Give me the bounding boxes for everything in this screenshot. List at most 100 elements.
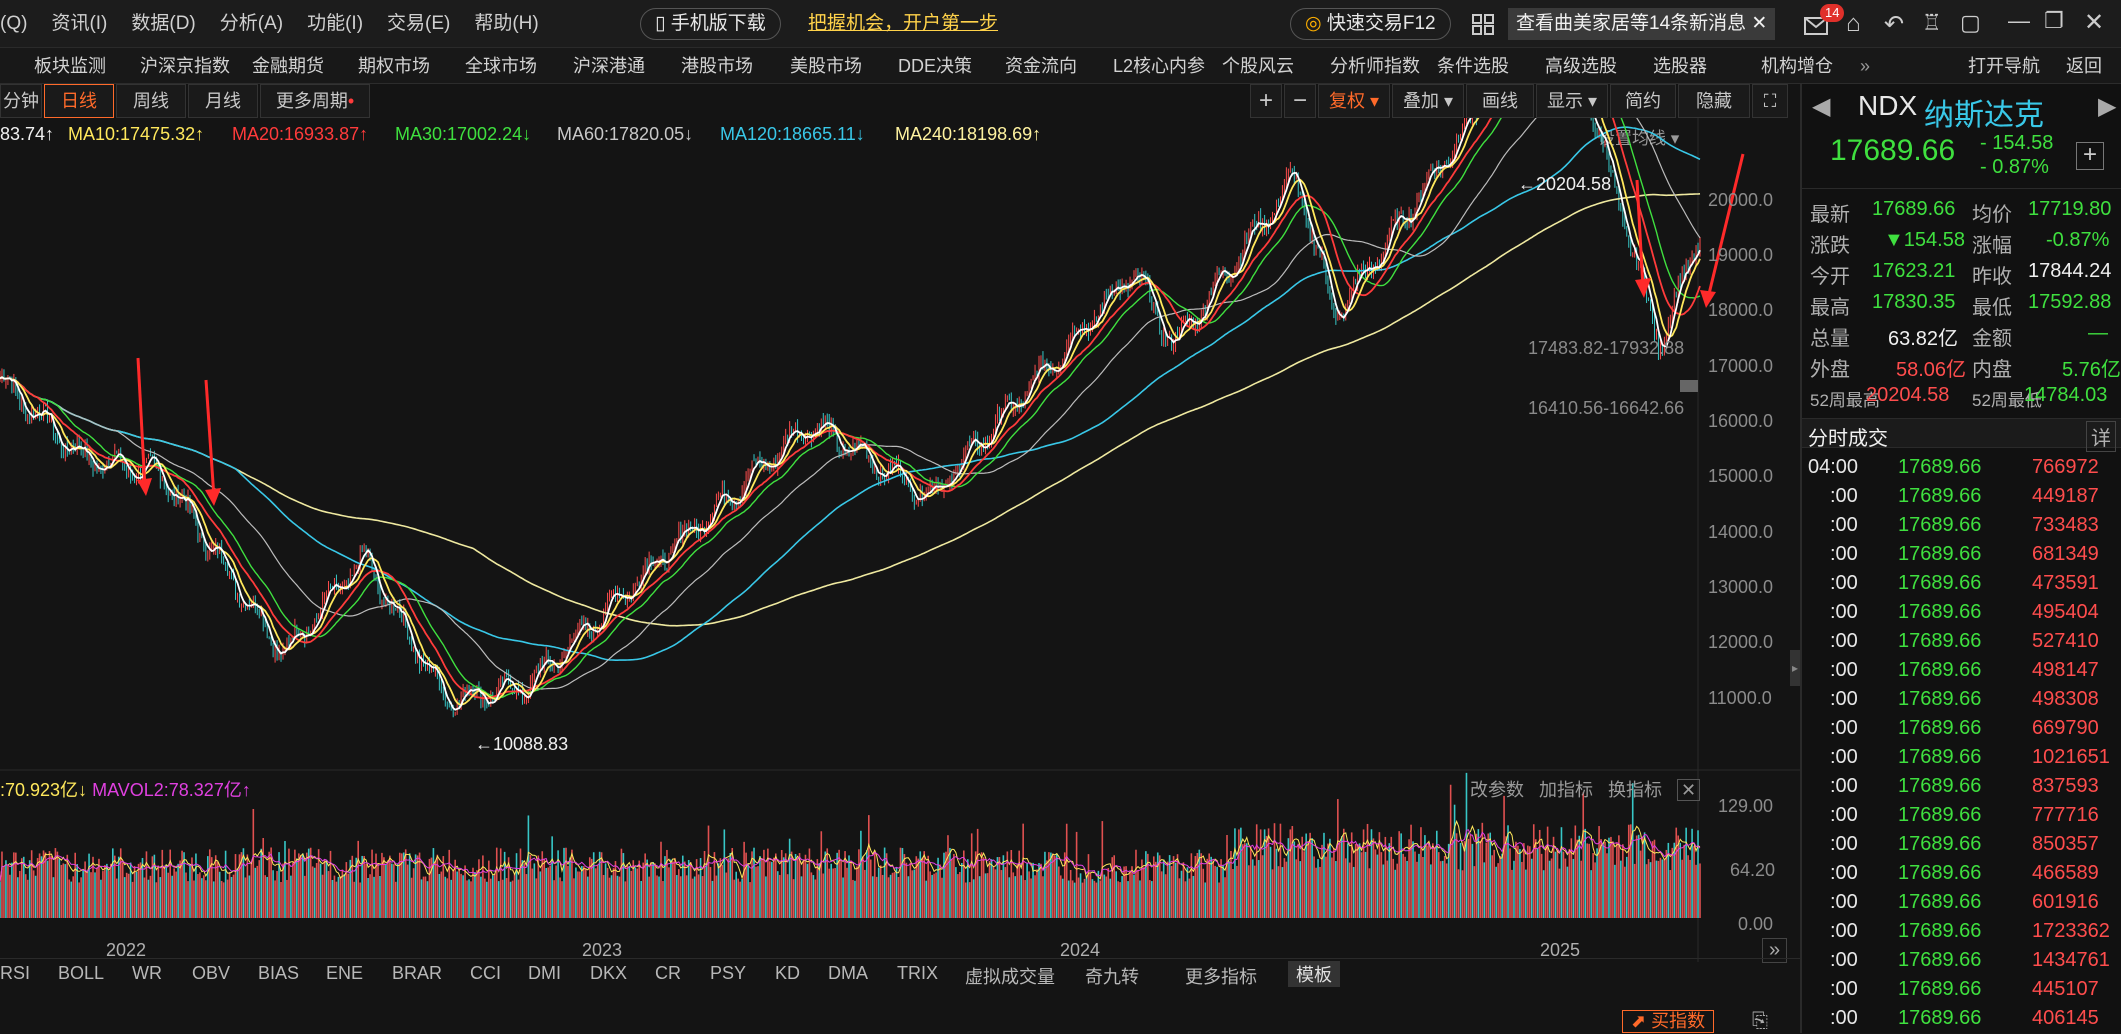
indicator-tab[interactable]: DMA	[828, 963, 868, 983]
news-banner[interactable]: 查看曲美家居等14条新消息 ✕	[1508, 8, 1776, 40]
period-minute[interactable]: 分钟	[0, 84, 42, 118]
quote-label: 52周最低	[1972, 391, 2042, 410]
window-icon[interactable]: ▢	[1960, 10, 1981, 35]
close-icon[interactable]: ✕	[1677, 779, 1701, 801]
adjust-button[interactable]: 复权 ▾	[1318, 84, 1390, 118]
indicator-tab[interactable]: 更多指标	[1185, 967, 1257, 987]
period-more[interactable]: 更多周期•	[260, 84, 370, 118]
main-chart[interactable]	[0, 118, 1800, 962]
zoom-in-icon[interactable]: +	[1250, 84, 1282, 118]
indicator-tab[interactable]: BIAS	[258, 963, 300, 983]
period-weekly[interactable]: 周线	[116, 84, 186, 118]
next-icon[interactable]: ▶	[2098, 93, 2117, 120]
nav-item[interactable]: 资金流向	[1005, 56, 1077, 76]
menu-item[interactable]: 交易(E)	[387, 13, 451, 34]
promo-link[interactable]: 把握机会，开户第一步	[808, 13, 999, 34]
arrow-icon	[137, 478, 152, 496]
buy-index-button[interactable]: ⬈ 买指数	[1622, 1010, 1715, 1033]
nav-item[interactable]: 条件选股	[1437, 56, 1509, 76]
detail-button[interactable]: 详	[2086, 421, 2116, 452]
nav-item[interactable]: 港股市场	[681, 56, 753, 76]
menu-item[interactable]: 功能(I)	[307, 13, 364, 34]
menu-item[interactable]: 分析(A)	[219, 13, 284, 34]
menu-item[interactable]: 帮助(H)	[474, 13, 539, 34]
open-nav-button[interactable]: 打开导航	[1968, 56, 2040, 76]
nav-item[interactable]: 个股风云	[1222, 56, 1294, 76]
tick-row: :00 17689.66 681349	[1802, 541, 2121, 570]
high-value: 20204.58	[1536, 174, 1612, 194]
more-nav-icon[interactable]: »	[1860, 56, 1871, 76]
scroll-right-icon[interactable]: »	[1762, 938, 1788, 963]
draw-button[interactable]: 画线	[1466, 84, 1534, 118]
hide-button[interactable]: 隐藏	[1678, 84, 1750, 118]
switch-indicator-button[interactable]: 换指标	[1608, 780, 1663, 800]
add-watchlist-icon[interactable]: +	[2076, 142, 2104, 170]
quote-value: 20204.58	[1866, 384, 1950, 406]
simple-button[interactable]: 简约	[1610, 84, 1676, 118]
close-icon[interactable]: ✕	[1751, 13, 1768, 34]
edit-params-button[interactable]: 改参数	[1470, 780, 1524, 800]
low-value: 10088.83	[493, 734, 569, 754]
indicator-tab[interactable]: BOLL	[58, 963, 105, 983]
indicator-tab[interactable]: RSI	[0, 963, 31, 983]
template-tab[interactable]: 模板	[1288, 961, 1340, 987]
quick-trade-button[interactable]: ◎ 快速交易F12	[1290, 8, 1451, 40]
indicator-tab[interactable]: DKX	[590, 963, 628, 983]
price-marker	[1680, 380, 1698, 392]
indicator-tab[interactable]: PSY	[710, 963, 747, 983]
mobile-download-button[interactable]: ▯ 手机版下载	[640, 8, 781, 40]
back-icon[interactable]: ↶	[1884, 11, 1905, 38]
shirt-icon[interactable]: ♖	[1922, 10, 1942, 35]
indicator-tab[interactable]: 奇九转	[1085, 967, 1139, 987]
nav-item[interactable]: 金融期货	[252, 56, 324, 76]
fullscreen-icon[interactable]: ⛶	[1752, 84, 1788, 118]
prev-icon[interactable]: ◀	[1812, 93, 1831, 120]
add-indicator-button[interactable]: 加指标	[1539, 780, 1594, 800]
ma-value: MA20:16933.87	[232, 124, 360, 144]
tick-volume: 406145	[2032, 1007, 2099, 1029]
nav-item[interactable]: 选股器	[1653, 56, 1707, 76]
tick-time: :00	[1830, 949, 1858, 971]
collapse-handle[interactable]: ▸	[1790, 650, 1800, 686]
indicator-tab[interactable]: DMI	[528, 963, 561, 983]
menu-item[interactable]: (Q)	[0, 13, 28, 34]
close-window-icon[interactable]: ✕	[2084, 9, 2105, 36]
indicator-tab[interactable]: CR	[655, 963, 681, 983]
nav-item[interactable]: 美股市场	[790, 56, 862, 76]
restore-icon[interactable]: ❐	[2044, 8, 2064, 33]
menu-item[interactable]: 资讯(I)	[51, 13, 108, 34]
nav-item[interactable]: DDE决策	[898, 56, 973, 76]
home-icon[interactable]: ⌂	[1846, 10, 1861, 37]
mail-icon[interactable]	[1802, 8, 1834, 40]
minimize-icon[interactable]: —	[2008, 8, 2030, 33]
indicator-tab[interactable]: ENE	[326, 963, 364, 983]
nav-item[interactable]: 板块监测	[34, 56, 106, 76]
nav-item[interactable]: 高级选股	[1545, 56, 1617, 76]
zoom-out-icon[interactable]: −	[1284, 84, 1316, 118]
overlay-button[interactable]: 叠加 ▾	[1392, 84, 1464, 118]
grid-icon[interactable]	[1468, 10, 1498, 38]
menu-item[interactable]: 数据(D)	[131, 13, 196, 34]
period-daily[interactable]: 日线	[44, 84, 114, 118]
nav-item[interactable]: 全球市场	[465, 56, 537, 76]
indicator-tab[interactable]: WR	[132, 963, 162, 983]
back-button[interactable]: 返回	[2066, 56, 2102, 76]
indicator-tab[interactable]: TRIX	[897, 963, 939, 983]
indicator-tab[interactable]: CCI	[470, 963, 501, 983]
indicator-tab[interactable]: BRAR	[392, 963, 443, 983]
price-tick: 15000.0	[1708, 466, 1774, 486]
indicator-tab[interactable]: KD	[775, 963, 801, 983]
display-button[interactable]: 显示 ▾	[1536, 84, 1608, 118]
nav-item[interactable]: 机构增仓	[1761, 56, 1833, 76]
set-ma-button[interactable]: 设置均线 ▾	[1598, 129, 1680, 148]
ticks-list[interactable]: 04:00 17689.66 766972:00 17689.66 449187:00 1…	[1802, 454, 2121, 1034]
indicator-tab[interactable]: OBV	[192, 963, 231, 983]
save-icon[interactable]: ⎘	[1752, 1010, 1768, 1032]
period-monthly[interactable]: 月线	[188, 84, 258, 118]
nav-item[interactable]: 沪深港通	[573, 56, 645, 76]
nav-item[interactable]: 分析师指数	[1330, 56, 1420, 76]
nav-item[interactable]: L2核心内参	[1113, 56, 1206, 76]
nav-item[interactable]: 期权市场	[358, 56, 430, 76]
nav-item[interactable]: 沪深京指数	[140, 56, 230, 76]
indicator-tab[interactable]: 虚拟成交量	[965, 967, 1055, 987]
